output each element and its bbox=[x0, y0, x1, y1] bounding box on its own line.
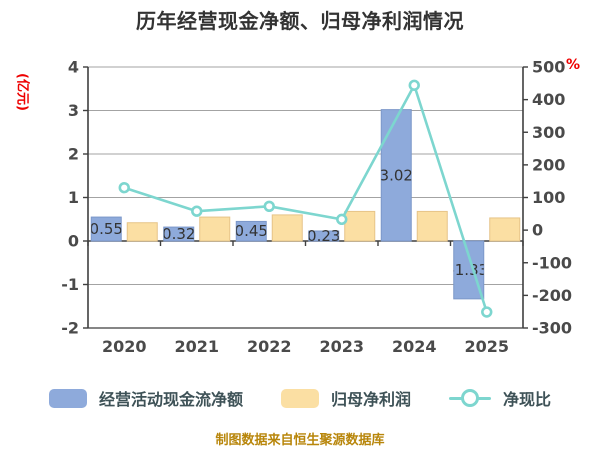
right-axis-tick-label: -100 bbox=[532, 253, 572, 272]
right-axis-unit-label: % bbox=[566, 57, 581, 73]
right-axis-tick-label: -200 bbox=[532, 286, 572, 305]
legend-swatch-operating-cash bbox=[48, 388, 87, 408]
attribution-text: 制图数据来自恒生聚源数据库 bbox=[215, 433, 385, 448]
x-axis-tick-label: 2023 bbox=[319, 337, 364, 356]
right-axis-ticks: 500 400 300 200 100 0 -100 -200 -300 bbox=[523, 58, 572, 338]
bar-operating-cash bbox=[90, 216, 122, 242]
x-axis-tick-label: 2025 bbox=[464, 337, 509, 356]
line-marker-icon bbox=[481, 306, 493, 318]
bars-net-profit bbox=[126, 210, 521, 242]
legend-line-marker-icon bbox=[461, 389, 479, 407]
bar-operating-cash bbox=[308, 230, 340, 242]
x-axis-tick-label: 2021 bbox=[174, 337, 219, 356]
left-axis-tick-label: 1 bbox=[68, 188, 79, 207]
bar-net-profit bbox=[126, 222, 158, 242]
legend-label-operating-cash: 经营活动现金流净额 bbox=[98, 390, 243, 409]
chart-title: 历年经营现金净额、归母净利润情况 bbox=[136, 9, 464, 33]
bar-operating-cash bbox=[235, 220, 267, 242]
left-axis-tick-label: 2 bbox=[68, 145, 79, 164]
bar-value-labels: 0.55 0.32 0.45 0.23 3.02 -1.33 bbox=[90, 166, 488, 279]
left-axis-tick-label: 0 bbox=[68, 232, 79, 251]
left-axis-unit-label: (亿元) bbox=[14, 73, 30, 111]
bar-net-profit bbox=[344, 210, 376, 242]
bar-value-label: 0.32 bbox=[162, 225, 195, 243]
line-marker-icon bbox=[191, 205, 203, 217]
bar-value-label: 3.02 bbox=[380, 166, 413, 184]
cash-ratio-markers bbox=[118, 79, 493, 318]
legend-swatch-cash-ratio-line bbox=[449, 389, 491, 408]
bar-value-label: 0.45 bbox=[235, 222, 268, 240]
right-axis-tick-label: -300 bbox=[532, 319, 572, 338]
x-axis-tick-label: 2022 bbox=[247, 337, 292, 356]
right-axis-tick-label: 200 bbox=[532, 155, 565, 174]
right-axis-tick-label: 0 bbox=[532, 221, 543, 240]
cash-ratio-line bbox=[122, 83, 489, 314]
right-axis-tick-label: 300 bbox=[532, 123, 565, 142]
x-axis-tick-label: 2020 bbox=[102, 337, 147, 356]
bar-net-profit bbox=[271, 214, 303, 242]
legend-item-cash-ratio: 净现比 bbox=[449, 386, 551, 410]
x-axis-tick-label: 2024 bbox=[392, 337, 437, 356]
bar-value-label: -1.33 bbox=[449, 261, 488, 279]
bar-value-label: 0.55 bbox=[90, 220, 123, 238]
right-axis-tick-label: 100 bbox=[532, 188, 565, 207]
bar-net-profit bbox=[416, 210, 448, 242]
legend-item-operating-cash: 经营活动现金流净额 bbox=[48, 386, 243, 410]
bar-operating-cash bbox=[380, 109, 412, 242]
legend: 经营活动现金流净额 归母净利润 净现比 bbox=[0, 383, 600, 413]
line-marker-icon bbox=[263, 200, 275, 213]
line-marker-icon bbox=[408, 79, 420, 91]
bar-value-label: 0.23 bbox=[307, 227, 340, 245]
line-marker-icon bbox=[118, 182, 130, 194]
left-axis-tick-label: -1 bbox=[61, 275, 79, 294]
left-axis-ticks: 4 3 2 1 0 -1 -2 bbox=[61, 58, 88, 338]
legend-item-net-profit: 归母净利润 bbox=[280, 386, 411, 410]
right-axis-tick-label: 500 bbox=[532, 58, 565, 77]
bars-operating-cash bbox=[90, 109, 485, 300]
right-axis-tick-label: 400 bbox=[532, 90, 565, 109]
bar-net-profit bbox=[489, 217, 521, 242]
bar-operating-cash bbox=[163, 226, 195, 242]
legend-swatch-net-profit bbox=[280, 388, 319, 408]
bar-net-profit bbox=[199, 216, 231, 242]
left-axis-tick-label: -2 bbox=[61, 319, 79, 338]
left-axis-tick-label: 4 bbox=[68, 58, 79, 77]
legend-label-cash-ratio: 净现比 bbox=[503, 390, 552, 409]
legend-label-net-profit: 归母净利润 bbox=[330, 390, 411, 409]
x-axis: 2020 2021 2022 2023 2024 2025 bbox=[87, 241, 524, 356]
line-marker-icon bbox=[336, 213, 348, 226]
left-axis-tick-label: 3 bbox=[68, 101, 79, 120]
